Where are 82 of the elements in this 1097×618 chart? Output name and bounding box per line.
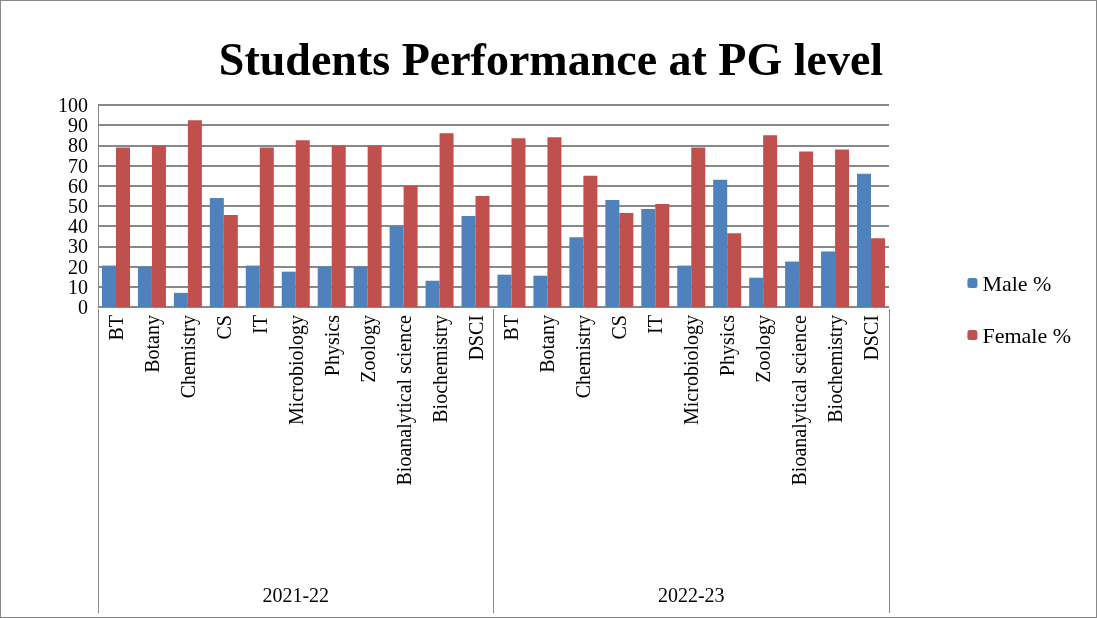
x-tick-label: Botany [536, 315, 560, 373]
bar [655, 203, 670, 307]
x-tick-label: CS [608, 315, 631, 340]
bar [151, 145, 166, 307]
legend-label: Male % [982, 270, 1052, 296]
bar [871, 238, 886, 307]
bar [367, 145, 382, 307]
bar [101, 265, 116, 307]
x-tick-label: Microbiology [284, 315, 308, 425]
bar [389, 226, 404, 307]
bar [259, 147, 274, 307]
x-tick-label: Chemistry [176, 315, 200, 399]
x-tick-label: DSCI [464, 315, 487, 361]
x-tick-label: Zoology [356, 315, 380, 383]
bar [763, 135, 778, 307]
bar [569, 237, 584, 307]
bar [857, 173, 872, 307]
bar [785, 261, 800, 307]
bar [727, 233, 742, 307]
bar [173, 292, 188, 307]
bar [605, 199, 620, 307]
y-tick-label: 100 [58, 94, 88, 116]
bar [187, 120, 202, 307]
bar [223, 215, 238, 307]
x-tick-label: IT [248, 315, 271, 334]
bar [317, 266, 332, 307]
x-tick-label: Biochemistry [824, 315, 848, 423]
x-tick-label: Zoology [752, 315, 776, 383]
x-tick-label: DSCI [860, 315, 883, 361]
y-tick-label: 0 [78, 296, 88, 318]
bar [425, 280, 440, 307]
x-tick-label: BT [500, 315, 523, 341]
bar [677, 265, 692, 307]
chart-title: Students Performance at PG level [218, 33, 884, 85]
x-tick-label: Bioanalytical science [392, 314, 416, 486]
y-tick-label: 90 [68, 114, 88, 137]
bar [209, 197, 224, 307]
y-tick-label: 50 [68, 195, 88, 217]
y-tick-label: 10 [68, 275, 88, 298]
x-tick-label: Bioanalytical science [788, 314, 812, 486]
bar [619, 213, 634, 307]
x-tick-label: Physics [716, 314, 740, 377]
bar [547, 137, 562, 307]
x-tick-label: CS [212, 315, 235, 340]
bar [511, 138, 526, 307]
bar [461, 216, 476, 307]
x-tick-label: IT [644, 315, 667, 334]
bar [641, 209, 656, 307]
bar [749, 277, 764, 307]
bar [497, 274, 512, 307]
text: 2021-22 [262, 584, 330, 606]
x-tick-label: Botany [140, 315, 164, 373]
bar [403, 185, 418, 307]
y-tick-label: 60 [68, 174, 88, 197]
x-tick-label: Microbiology [680, 315, 704, 425]
x-tick-label: Biochemistry [428, 315, 452, 423]
x-tick-label: BT [104, 315, 127, 341]
bar [353, 266, 368, 307]
x-tick-label: Physics [320, 314, 344, 377]
bar [835, 149, 850, 307]
y-tick-label: 70 [68, 154, 88, 177]
bar [475, 195, 490, 307]
y-tick-label: 40 [68, 215, 88, 238]
x-tick-label: Chemistry [572, 315, 596, 399]
bar [799, 151, 814, 307]
bar [583, 175, 598, 307]
text: 2022-23 [657, 584, 725, 606]
y-tick-label: 20 [68, 255, 88, 278]
bar [691, 147, 706, 307]
bar [115, 147, 130, 307]
y-tick-label: 30 [68, 235, 88, 258]
bar [713, 179, 728, 307]
bar [439, 133, 454, 307]
bar [821, 251, 836, 307]
bar [245, 265, 260, 307]
bar [331, 145, 346, 307]
y-tick-label: 80 [68, 134, 88, 157]
legend-label: Female % [982, 322, 1072, 348]
bar [137, 266, 152, 307]
bar [533, 275, 548, 307]
bar [281, 271, 296, 307]
bar [295, 140, 310, 307]
